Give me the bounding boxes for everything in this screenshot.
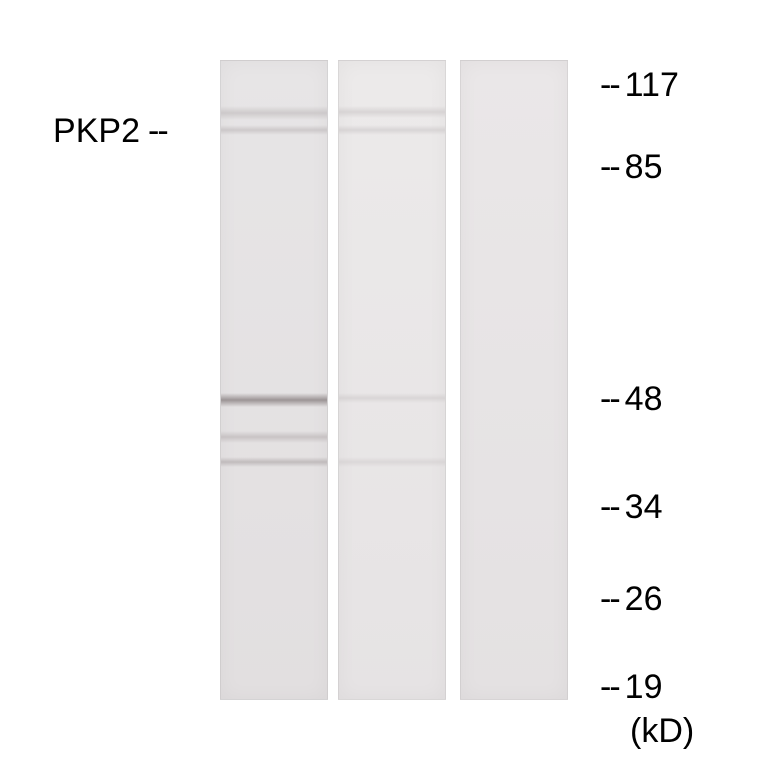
mw-marker-tick: -- xyxy=(600,580,619,619)
blot-band xyxy=(221,431,327,443)
mw-marker-label: 117 xyxy=(625,66,679,105)
blot-lane: HeLa xyxy=(220,60,328,700)
mw-marker-tick: -- xyxy=(600,380,619,419)
blot-band xyxy=(221,393,327,407)
protein-label-tick: -- xyxy=(148,112,167,151)
blot-band xyxy=(339,125,445,135)
mw-marker-label: 19 xyxy=(625,668,663,707)
blot-band xyxy=(221,457,327,467)
mw-marker: --34 xyxy=(600,488,662,527)
molecular-weight-unit: (kD) xyxy=(630,712,694,751)
mw-marker-tick: -- xyxy=(600,488,619,527)
blot-band xyxy=(339,106,445,118)
mw-marker-tick: -- xyxy=(600,148,619,187)
mw-marker: --26 xyxy=(600,580,662,619)
blot-band xyxy=(221,106,327,120)
mw-marker-tick: -- xyxy=(600,66,619,105)
mw-marker-label: 34 xyxy=(625,488,663,527)
blot-lane: HeLa xyxy=(460,60,568,700)
mw-marker: --48 xyxy=(600,380,662,419)
blot-band xyxy=(221,125,327,135)
blot-band xyxy=(339,457,445,467)
blot-lanes-area: HeLaHepG2HeLa xyxy=(220,60,580,700)
mw-marker-label: 48 xyxy=(625,380,663,419)
protein-name-label: PKP2 xyxy=(30,112,140,151)
western-blot-figure: PKP2 -- HeLaHepG2HeLa --117--85--48--34-… xyxy=(0,0,764,764)
mw-marker: --117 xyxy=(600,66,679,105)
mw-marker-label: 26 xyxy=(625,580,663,619)
mw-marker: --85 xyxy=(600,148,662,187)
blot-band xyxy=(339,393,445,403)
mw-marker-label: 85 xyxy=(625,148,663,187)
blot-lane: HepG2 xyxy=(338,60,446,700)
mw-marker: --19 xyxy=(600,668,662,707)
mw-marker-tick: -- xyxy=(600,668,619,707)
